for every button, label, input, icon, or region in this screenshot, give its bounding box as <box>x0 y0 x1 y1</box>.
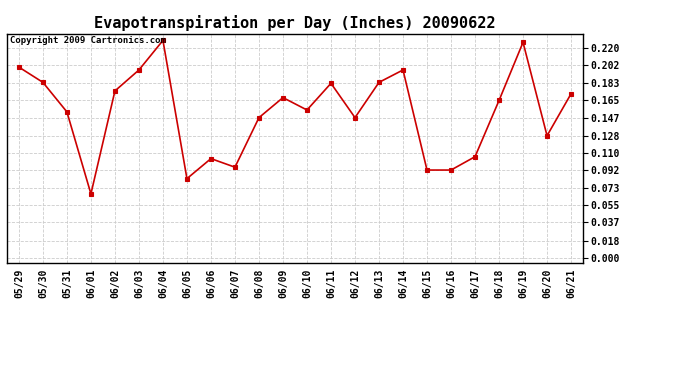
Text: Copyright 2009 Cartronics.com: Copyright 2009 Cartronics.com <box>10 36 166 45</box>
Title: Evapotranspiration per Day (Inches) 20090622: Evapotranspiration per Day (Inches) 2009… <box>95 15 495 31</box>
